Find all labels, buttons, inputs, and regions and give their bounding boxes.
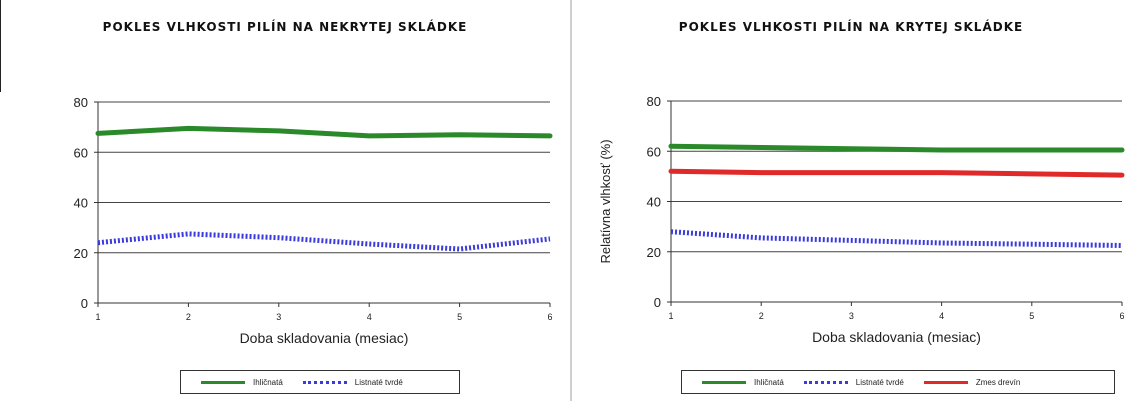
y-tick-label: 80 [647, 94, 661, 109]
x-tick-label: 3 [276, 312, 281, 322]
x-axis-label: Doba skladovania (mesiac) [812, 329, 981, 345]
y-tick-label: 20 [74, 246, 88, 261]
legend-item: Listnaté tvrdé [803, 377, 904, 387]
chart-legend: Ihličnatá Listnaté tvrdé Zmes drevín [681, 370, 1115, 394]
y-tick-label: 40 [74, 196, 88, 211]
x-tick-label: 5 [457, 312, 462, 322]
legend-item: Ihličnatá [702, 378, 784, 387]
series-line-0 [668, 143, 1125, 153]
y-tick-label: 60 [74, 145, 88, 160]
legend-swatch [302, 380, 347, 384]
chart-panel-uncovered: POKLES VLHKOSTI PILÍN NA NEKRYTEJ SKLÁDK… [0, 0, 553, 394]
chart-plot-uncovered: 0 20 40 60 80 1 2 3 4 5 6 Doba skladovania (mesiac) [74, 95, 553, 346]
legend-swatch [201, 380, 245, 384]
series-line-0 [95, 125, 553, 139]
chart-title: POKLES VLHKOSTI PILÍN NA KRYTEJ SKLÁDKE [678, 20, 1024, 34]
y-tick-label: 20 [647, 245, 661, 260]
y-tick-label: 0 [654, 295, 661, 310]
y-tick-label: 40 [647, 195, 661, 210]
panel-divider [570, 0, 572, 401]
x-tick-label: 2 [759, 311, 764, 321]
x-tick-label: 1 [668, 311, 673, 321]
chart-plot-covered: 0 20 40 60 80 1 2 3 4 5 6 Doba skladovania (mesiac)… [598, 94, 1125, 345]
x-tick-label: 3 [849, 311, 854, 321]
y-axis-label: Relatívna vlhkosť (%) [598, 139, 613, 263]
x-tick-label: 1 [95, 312, 100, 322]
x-axis-label: Doba skladovania (mesiac) [240, 330, 409, 346]
legend-label: Ihličnatá [754, 377, 784, 387]
series-line-1 [97, 231, 551, 252]
chart-title: POKLES VLHKOSTI PILÍN NA NEKRYTEJ SKLÁDK… [102, 20, 468, 34]
chart-legend: Ihličnatá Listnaté tvrdé [180, 370, 460, 394]
series-line-1 [670, 229, 1123, 248]
series-line-2 [668, 168, 1125, 178]
legend-label: Ihličnatá [253, 377, 283, 387]
y-tick-label: 80 [74, 95, 88, 110]
x-tick-label: 2 [186, 312, 191, 322]
x-tick-label: 4 [939, 311, 944, 321]
legend-item: Listnaté tvrdé [302, 377, 403, 387]
legend-swatch [702, 380, 746, 384]
chart-panel-covered: POKLES VLHKOSTI PILÍN NA KRYTEJ SKLÁDKE … [572, 0, 1130, 401]
y-tick-label: 0 [81, 296, 88, 311]
x-tick-label: 6 [547, 312, 552, 322]
x-tick-label: 4 [367, 312, 372, 322]
y-tick-label: 60 [647, 144, 661, 159]
legend-swatch [923, 380, 968, 384]
x-tick-label: 5 [1029, 311, 1034, 321]
legend-item: Zmes drevín [923, 377, 1021, 387]
legend-item: Ihličnatá [201, 378, 283, 387]
legend-label: Listnaté tvrdé [354, 377, 403, 387]
legend-swatch [803, 380, 848, 384]
frame-border [0, 0, 1, 92]
x-tick-label: 6 [1119, 311, 1124, 321]
legend-label: Listnaté tvrdé [855, 377, 904, 387]
legend-label: Zmes drevín [975, 377, 1021, 387]
